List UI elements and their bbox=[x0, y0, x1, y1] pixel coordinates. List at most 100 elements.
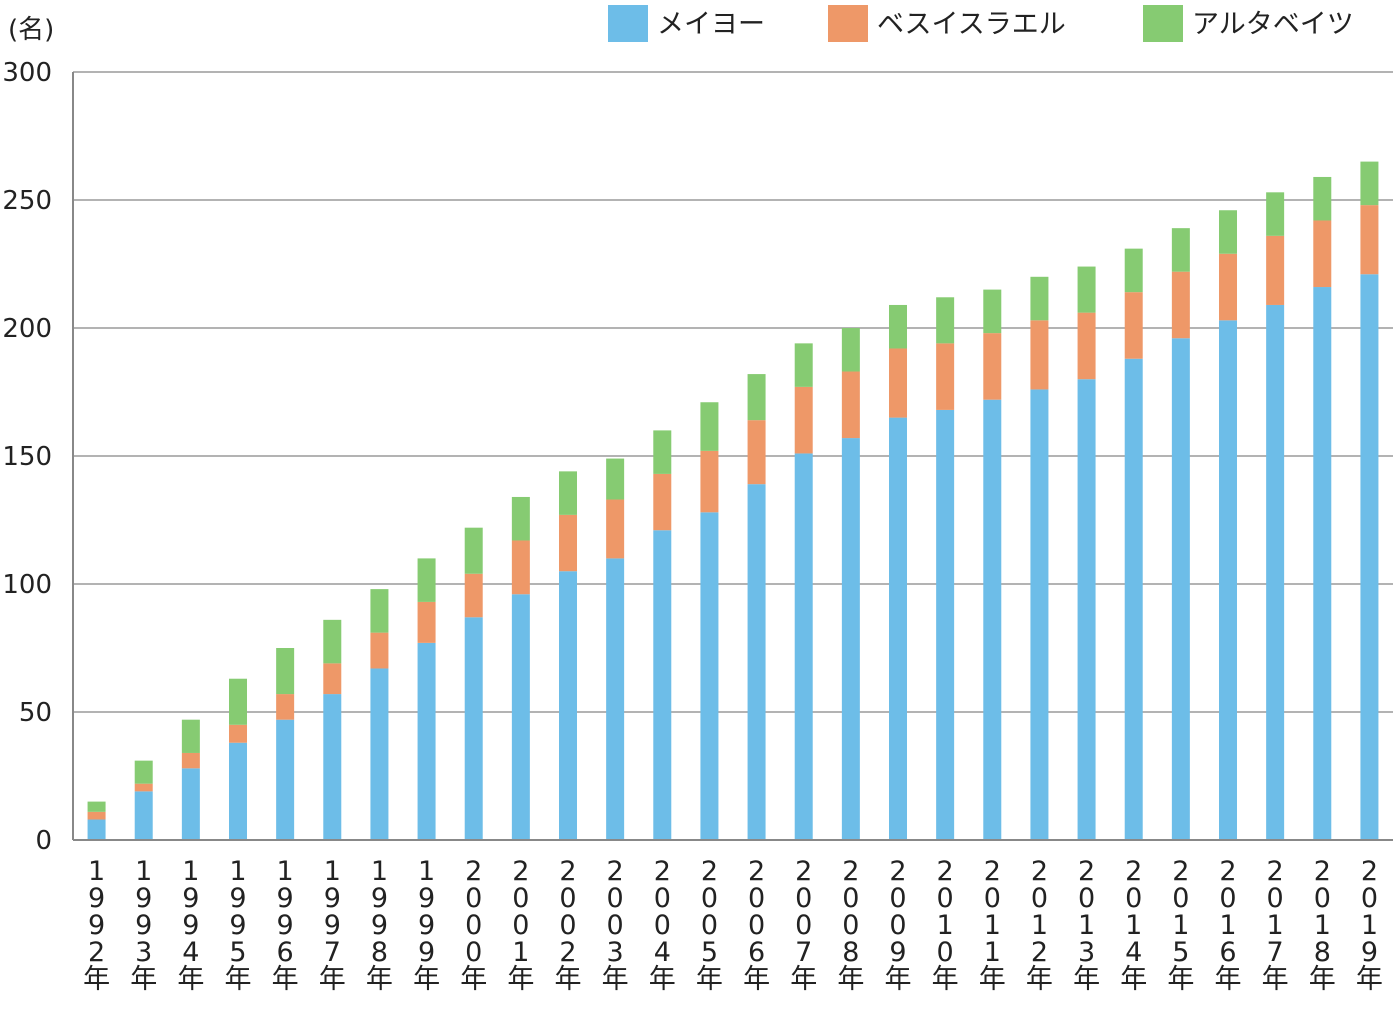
x-tick-char: 年 bbox=[177, 964, 204, 995]
x-tick-char: 1 bbox=[1219, 910, 1236, 941]
x-tick-char: 1 bbox=[512, 937, 529, 968]
bar-segment bbox=[229, 742, 247, 840]
x-tick-char: 0 bbox=[889, 883, 906, 914]
x-tick-char: 0 bbox=[465, 937, 482, 968]
bar-segment bbox=[606, 499, 625, 559]
bar-segment bbox=[511, 496, 530, 541]
bar-segment bbox=[747, 374, 766, 421]
x-tick-char: 2 bbox=[607, 856, 624, 887]
x-tick-char: 0 bbox=[889, 910, 906, 941]
y-tick-label: 150 bbox=[2, 442, 52, 472]
x-tick-char: 1 bbox=[88, 856, 105, 887]
x-tick-char: 0 bbox=[512, 883, 529, 914]
x-tick-char: 1 bbox=[277, 856, 294, 887]
x-tick-char: 2 bbox=[795, 856, 812, 887]
x-tick-char: 0 bbox=[607, 883, 624, 914]
x-tick-char: 4 bbox=[654, 937, 671, 968]
x-tick-char: 1 bbox=[324, 856, 341, 887]
x-tick-char: 0 bbox=[748, 910, 765, 941]
bar-segment bbox=[1077, 266, 1096, 313]
bar-segment bbox=[700, 402, 719, 451]
bar-segment bbox=[983, 289, 1002, 334]
bar-segment bbox=[134, 760, 153, 784]
bar-segment bbox=[1219, 253, 1237, 321]
legend: メイヨー ベスイスラエル アルタベイツ bbox=[608, 5, 1354, 42]
x-tick-char: 年 bbox=[130, 964, 157, 995]
x-tick-char: 1 bbox=[418, 856, 435, 887]
x-tick-char: 年 bbox=[743, 964, 770, 995]
x-tick-char: 9 bbox=[418, 937, 435, 968]
x-tick-char: 年 bbox=[1356, 964, 1383, 995]
x-tick-char: 2 bbox=[1219, 856, 1236, 887]
x-tick-char: 0 bbox=[937, 937, 954, 968]
bar-segment bbox=[1124, 248, 1143, 293]
x-tick-char: 6 bbox=[748, 937, 765, 968]
y-tick-label: 300 bbox=[2, 58, 52, 88]
bar-segment bbox=[464, 573, 483, 618]
x-tick-char: 3 bbox=[1078, 937, 1095, 968]
bar-segment bbox=[983, 399, 1002, 840]
x-tick-char: 9 bbox=[889, 937, 906, 968]
x-tick-char: 0 bbox=[559, 910, 576, 941]
x-tick-char: 年 bbox=[1026, 964, 1053, 995]
bar-segment bbox=[87, 811, 106, 820]
x-tick-char: 2 bbox=[1078, 856, 1095, 887]
bar-segment bbox=[229, 678, 247, 725]
x-tick-char: 9 bbox=[88, 910, 105, 941]
bar-segment bbox=[229, 724, 247, 743]
x-tick-char: 7 bbox=[324, 937, 341, 968]
legend-swatch bbox=[608, 5, 648, 42]
x-tick-char: 年 bbox=[507, 964, 534, 995]
x-tick-char: 1 bbox=[1314, 910, 1331, 941]
x-tick-char: 年 bbox=[1215, 964, 1242, 995]
bar-segment bbox=[559, 514, 577, 572]
bar-segment bbox=[181, 768, 200, 840]
x-tick-char: 9 bbox=[135, 910, 152, 941]
bar-segment bbox=[889, 417, 907, 840]
x-tick-char: 1 bbox=[1031, 910, 1048, 941]
bar-segment bbox=[1124, 292, 1143, 359]
x-tick-char: 年 bbox=[979, 964, 1006, 995]
x-tick-char: 0 bbox=[465, 910, 482, 941]
bar-segment bbox=[370, 589, 389, 633]
x-tick-char: 0 bbox=[1267, 883, 1284, 914]
x-tick-char: 5 bbox=[1172, 937, 1189, 968]
bar-segment bbox=[1266, 235, 1285, 305]
gridlines bbox=[73, 71, 1393, 713]
x-tick-char: 0 bbox=[654, 910, 671, 941]
x-tick-char: 2 bbox=[701, 856, 718, 887]
bar-segment bbox=[606, 558, 625, 840]
x-tick-char: 0 bbox=[1361, 883, 1378, 914]
x-tick-char: 年 bbox=[272, 964, 299, 995]
bar-segment bbox=[417, 601, 436, 643]
x-tick-char: 年 bbox=[1262, 964, 1289, 995]
x-tick-char: 9 bbox=[229, 883, 246, 914]
x-tick-char: 1 bbox=[182, 856, 199, 887]
x-tick-char: 0 bbox=[607, 910, 624, 941]
x-tick-char: 1 bbox=[135, 856, 152, 887]
bar-segment bbox=[841, 328, 860, 372]
bar-segment bbox=[134, 783, 153, 792]
x-tick-char: 年 bbox=[932, 964, 959, 995]
x-tick-char: 0 bbox=[465, 883, 482, 914]
bar-segment bbox=[1266, 304, 1285, 841]
x-tick-char: 1 bbox=[371, 856, 388, 887]
x-tick-char: 9 bbox=[324, 883, 341, 914]
x-tick-char: 6 bbox=[277, 937, 294, 968]
x-tick-char: 9 bbox=[418, 883, 435, 914]
bar-segment bbox=[794, 453, 813, 840]
bar-segment bbox=[606, 458, 625, 500]
